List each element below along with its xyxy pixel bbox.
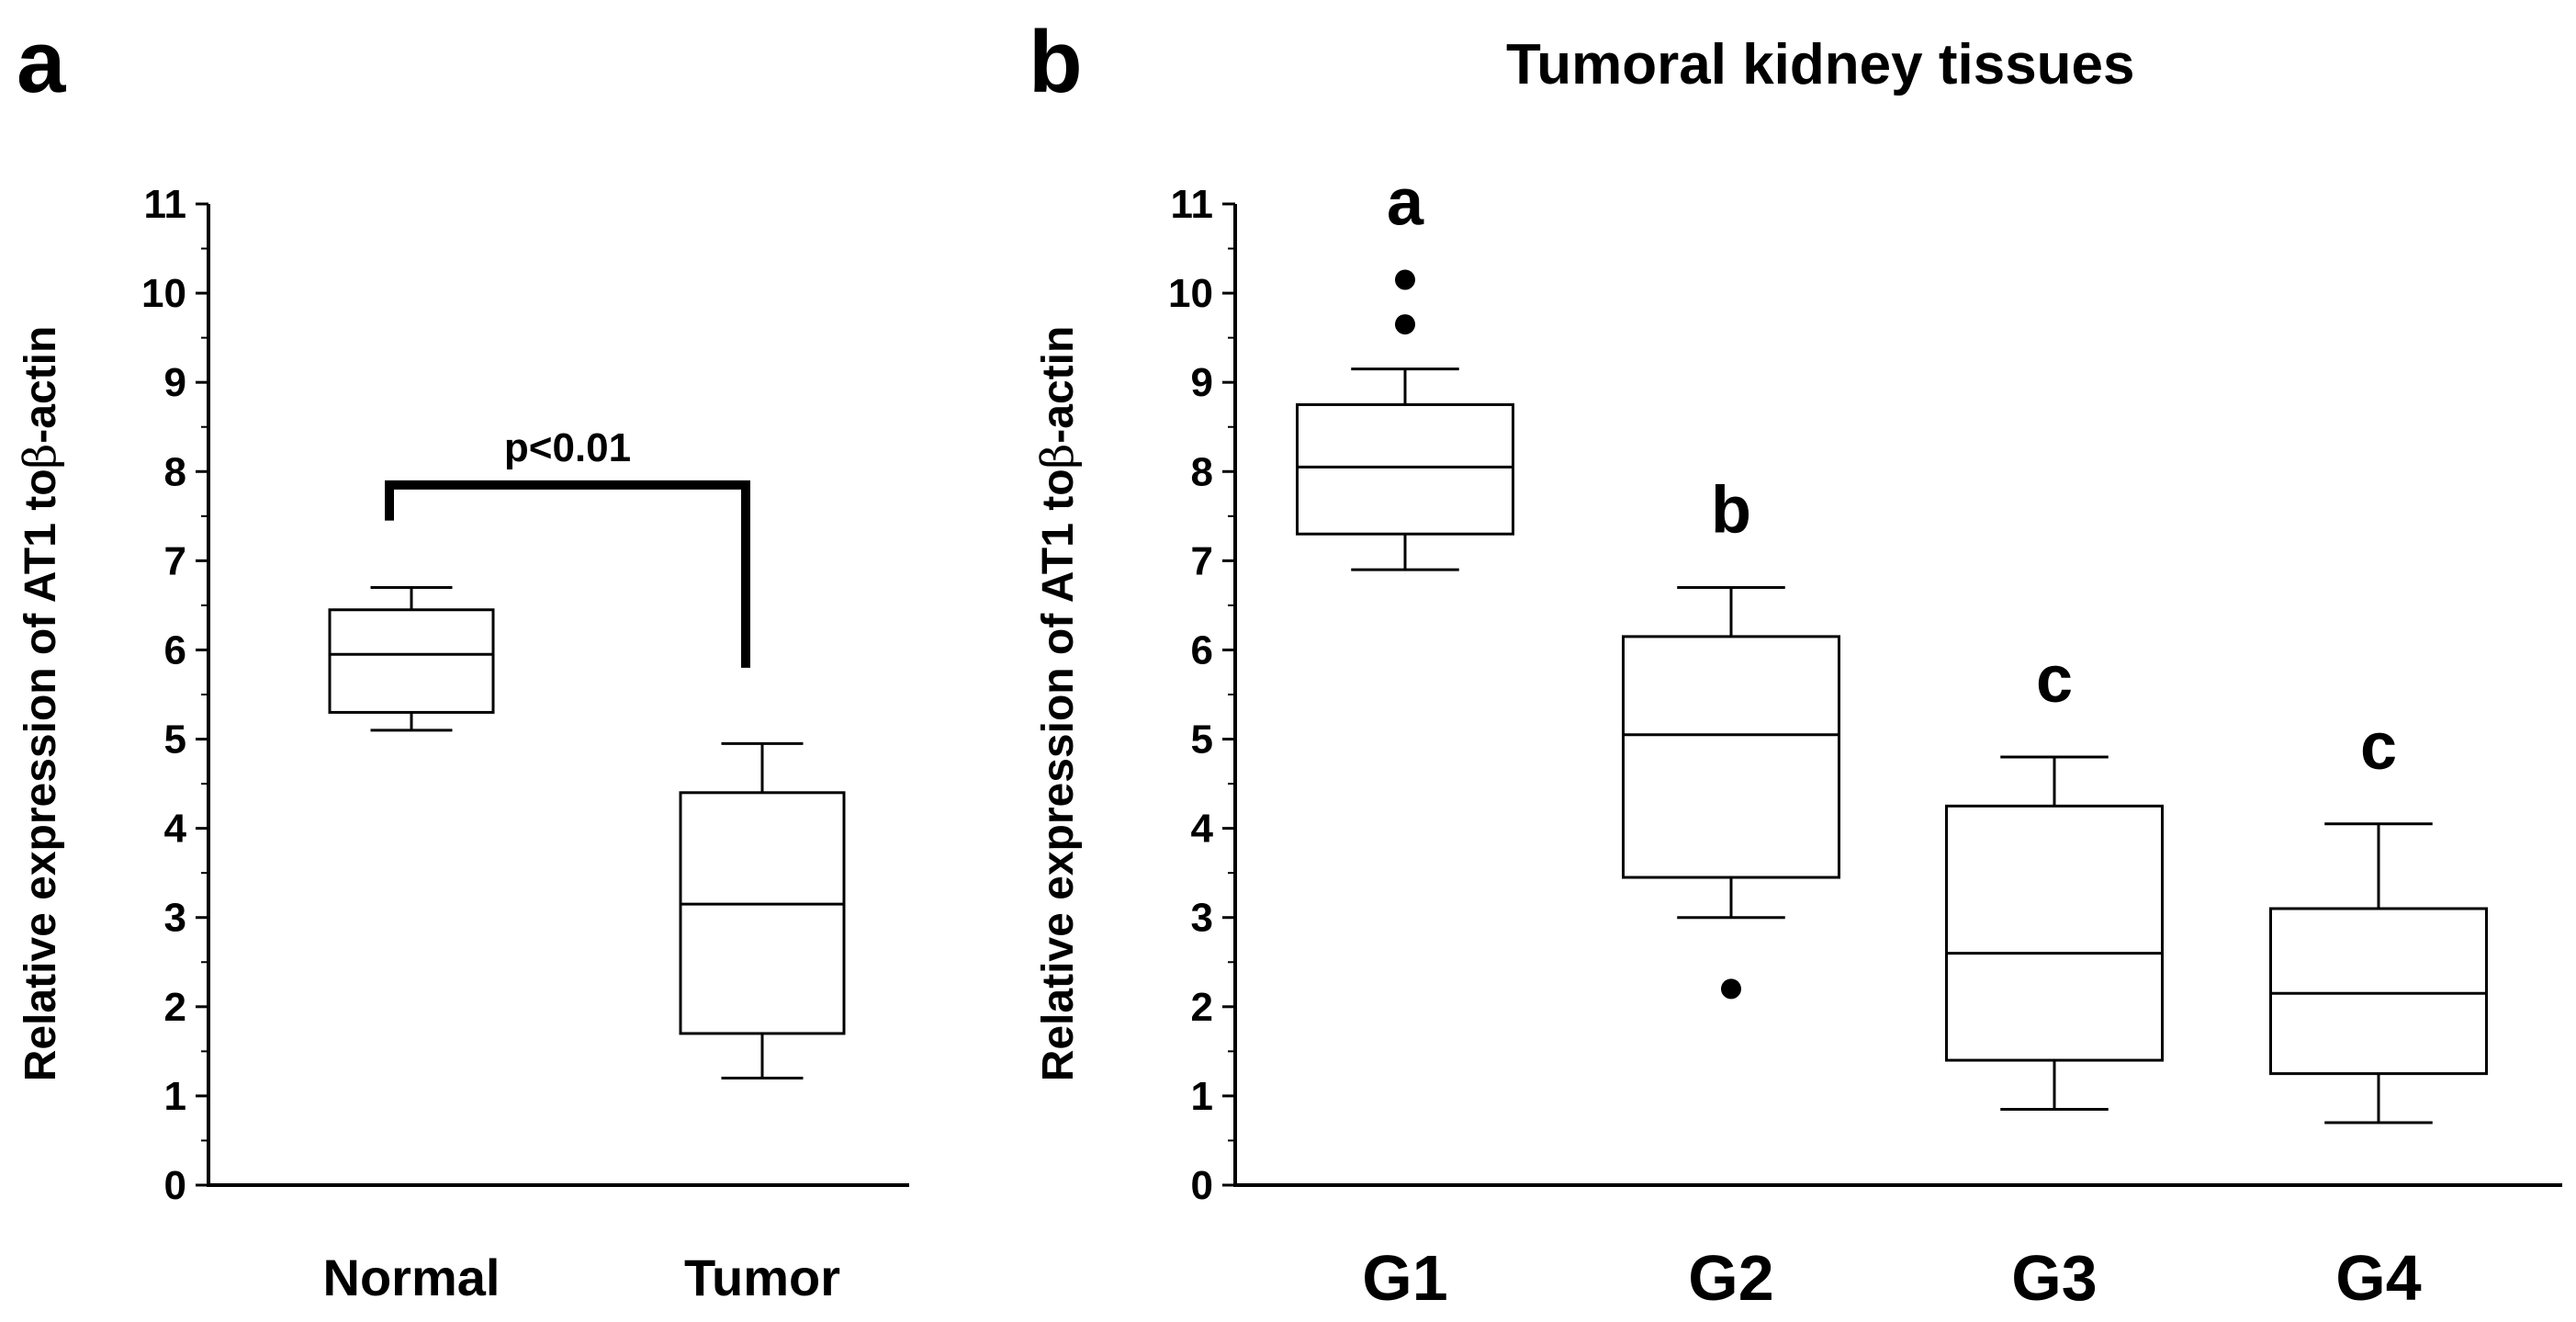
chart-b-category-label: G4 — [2335, 1242, 2421, 1314]
chart-b-box-body — [1296, 402, 1514, 536]
chart-b-ytick-label: 0 — [1191, 1163, 1213, 1208]
chart-a-ytick-label: 4 — [164, 807, 187, 852]
chart-b-group: 0 1 2 3 4 5 6 7 8 9 10 11 Relative expression of AT1… — [1032, 166, 2562, 1314]
chart-a-significance-bracket — [385, 480, 750, 668]
chart-b-group-letter: a — [1387, 166, 1424, 240]
chart-b-ytick-label: 4 — [1191, 807, 1214, 852]
chart-a-significance-label: p<0.01 — [504, 425, 631, 470]
chart-a-ytick-label: 7 — [164, 538, 186, 583]
chart-b-ytick-label: 9 — [1191, 360, 1213, 405]
chart-a-ytick-label: 0 — [164, 1163, 186, 1208]
chart-a-group: 0 1 2 3 4 5 6 7 8 9 10 11 Relative expression of AT1… — [15, 182, 909, 1306]
chart-b-box-body — [2269, 907, 2488, 1076]
chart-b-box-G1: G1 a — [1296, 166, 1514, 1314]
panel-b-letter: b — [1029, 13, 1083, 111]
chart-a-category-label: Tumor — [684, 1249, 840, 1306]
chart-b-ylabel: Relative expression of AT1 toβ-actin — [1032, 326, 1084, 1082]
chart-b-group-letter: b — [1711, 473, 1751, 547]
chart-a-ylabel: Relative expression of AT1 toβ-actin — [15, 326, 66, 1082]
chart-b-ytick-label: 10 — [1168, 271, 1213, 316]
chart-a-box-body — [328, 608, 495, 714]
chart-a-category-label: Normal — [323, 1249, 501, 1306]
chart-b-outlier-point — [1395, 269, 1415, 290]
chart-b-group-letter: c — [2036, 643, 2073, 717]
chart-a-box-Normal: Normal — [323, 585, 501, 1306]
chart-a-ytick-label: 9 — [164, 360, 186, 405]
chart-b-ytick-label: 11 — [1170, 182, 1213, 227]
chart-b-ytick-label: 6 — [1191, 627, 1213, 672]
chart-b-ytick-label: 3 — [1191, 896, 1213, 941]
chart-a-box-body — [679, 791, 846, 1035]
chart-b-title: Tumoral kidney tissues — [1506, 33, 2135, 96]
chart-b-category-label: G2 — [1688, 1242, 1773, 1314]
chart-a-ytick-label: 3 — [164, 896, 186, 941]
chart-a-ytick-label: 1 — [164, 1074, 186, 1119]
chart-b-group-letter: c — [2360, 710, 2397, 784]
chart-a-ytick-label: 10 — [141, 271, 186, 316]
chart-b-ytick-label: 5 — [1191, 717, 1213, 763]
chart-b-box-G3: G3 c — [1945, 643, 2164, 1314]
chart-a-ytick-label: 8 — [164, 449, 186, 494]
chart-a-ytick-label: 5 — [164, 717, 186, 763]
chart-a-ytick-label: 6 — [164, 627, 186, 672]
chart-a-box-Tumor: Tumor — [679, 741, 846, 1306]
chart-b-box-G2: G2 b — [1622, 473, 1840, 1314]
chart-b-ytick-label: 7 — [1191, 538, 1213, 583]
chart-b-category-label: G1 — [1362, 1242, 1447, 1314]
chart-b-category-label: G3 — [2011, 1242, 2097, 1314]
panel-a-letter: a — [17, 13, 66, 111]
chart-a-ytick-label: 11 — [143, 182, 186, 227]
chart-b-ytick-label: 2 — [1191, 985, 1213, 1030]
chart-b-outlier-point — [1721, 978, 1741, 1000]
chart-b-box-body — [1622, 635, 1840, 879]
chart-b-outlier-point — [1395, 314, 1415, 335]
chart-b-ytick-label: 1 — [1191, 1074, 1213, 1119]
chart-b-ytick-label: 8 — [1191, 449, 1213, 494]
chart-b-box-G4: G4 c — [2269, 710, 2488, 1314]
chart-b-box-body — [1945, 804, 2164, 1062]
chart-a-ytick-label: 2 — [164, 985, 186, 1030]
